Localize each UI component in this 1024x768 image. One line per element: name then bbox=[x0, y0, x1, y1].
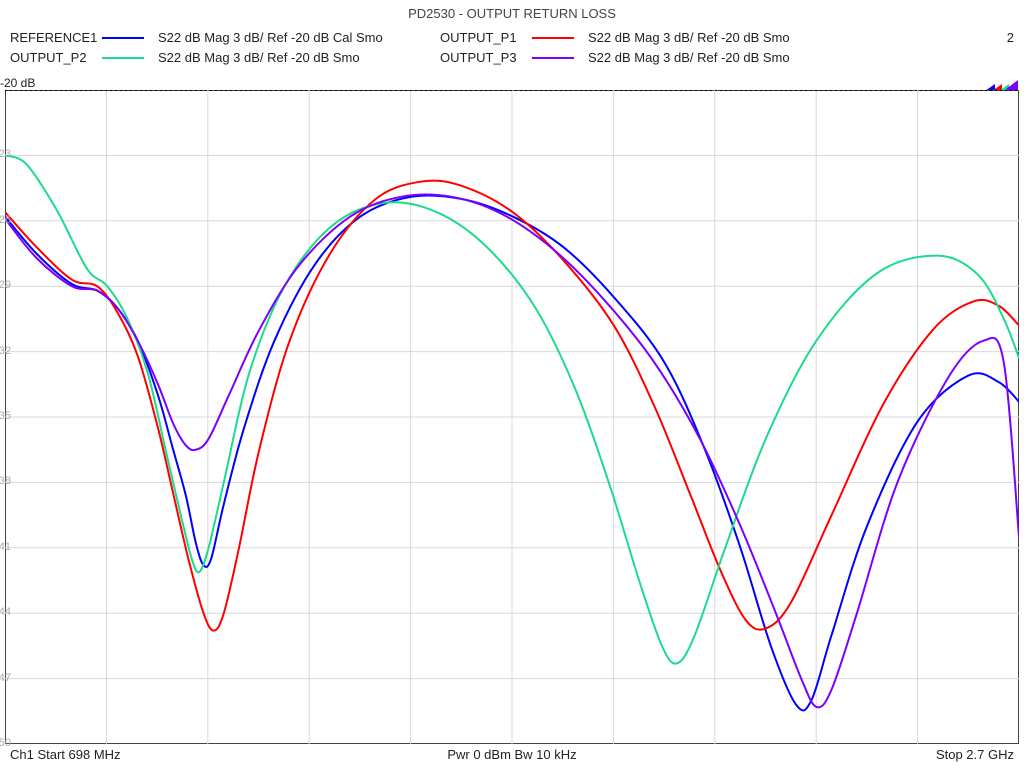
return-loss-chart bbox=[5, 90, 1019, 744]
legend-desc: S22 dB Mag 3 dB/ Ref -20 dB Cal Smo bbox=[158, 30, 383, 45]
y-tick-label: -44 bbox=[0, 606, 11, 618]
y-tick-label: -32 bbox=[0, 345, 11, 357]
y-tick-label: -47 bbox=[0, 672, 11, 684]
y-tick-label: -38 bbox=[0, 475, 11, 487]
legend-item: OUTPUT_P2 S22 dB Mag 3 dB/ Ref -20 dB Smo bbox=[10, 50, 360, 65]
y-tick-label: -29 bbox=[0, 279, 11, 291]
footer-stop-freq: Stop 2.7 GHz bbox=[936, 747, 1014, 762]
legend-name: REFERENCE1 bbox=[10, 30, 96, 45]
legend-desc: S22 dB Mag 3 dB/ Ref -20 dB Smo bbox=[158, 50, 360, 65]
legend-swatch bbox=[532, 37, 574, 39]
legend-name: OUTPUT_P3 bbox=[440, 50, 526, 65]
footer-power-bw: Pwr 0 dBm Bw 10 kHz bbox=[0, 747, 1024, 762]
legend-name: OUTPUT_P2 bbox=[10, 50, 96, 65]
chart-title: PD2530 - OUTPUT RETURN LOSS bbox=[0, 6, 1024, 21]
legend-item: OUTPUT_P3 S22 dB Mag 3 dB/ Ref -20 dB Smo bbox=[440, 50, 790, 65]
reference-level-label: -20 dB bbox=[0, 76, 35, 90]
legend-desc: S22 dB Mag 3 dB/ Ref -20 dB Smo bbox=[588, 50, 790, 65]
legend-swatch bbox=[102, 57, 144, 59]
legend: REFERENCE1 S22 dB Mag 3 dB/ Ref -20 dB Ca… bbox=[10, 30, 1014, 78]
y-tick-label: -26 bbox=[0, 214, 11, 226]
y-tick-label: -35 bbox=[0, 410, 11, 422]
legend-item: OUTPUT_P1 S22 dB Mag 3 dB/ Ref -20 dB Smo bbox=[440, 30, 790, 45]
legend-name: OUTPUT_P1 bbox=[440, 30, 526, 45]
legend-swatch bbox=[532, 57, 574, 59]
y-tick-label: -41 bbox=[0, 541, 11, 553]
y-tick-label: -23 bbox=[0, 148, 11, 160]
legend-desc: S22 dB Mag 3 dB/ Ref -20 dB Smo bbox=[588, 30, 790, 45]
legend-item: REFERENCE1 S22 dB Mag 3 dB/ Ref -20 dB Ca… bbox=[10, 30, 383, 45]
marker-number: 2 bbox=[1007, 30, 1014, 45]
legend-swatch bbox=[102, 37, 144, 39]
